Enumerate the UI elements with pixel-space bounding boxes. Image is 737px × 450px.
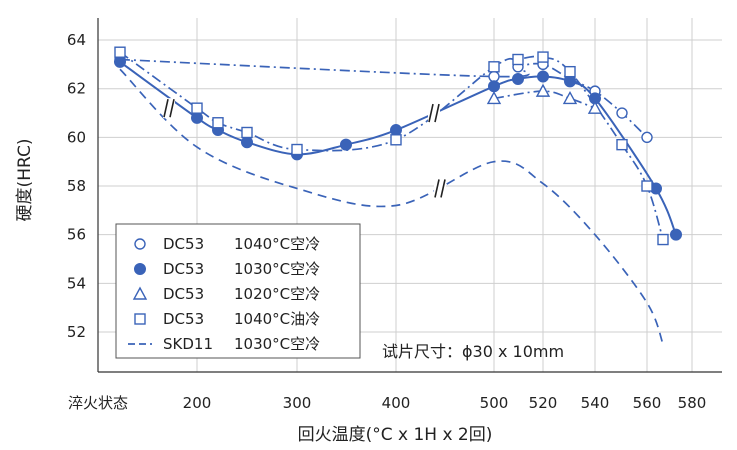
legend-condition: 1040°C油冷 — [234, 310, 320, 328]
legend-grade: DC53 — [163, 260, 204, 278]
data-point — [564, 65, 576, 78]
legend-condition: 1040°C空冷 — [234, 235, 320, 253]
y-tick-label: 52 — [67, 323, 86, 341]
x-tick-label: 540 — [581, 394, 610, 412]
data-point — [486, 90, 502, 105]
series-line — [493, 90, 596, 109]
legend-symbol — [134, 238, 146, 250]
axis-break-gap — [163, 98, 175, 119]
x-tick-label: 500 — [480, 394, 509, 412]
axis-break-gap — [434, 178, 446, 199]
data-point — [191, 111, 203, 124]
data-point — [537, 70, 549, 83]
tick-labels: 52 54 56 58 60 62 64 淬火状态 200 300 400 500 520 540 560 5… — [67, 31, 706, 412]
legend-symbol — [134, 263, 146, 275]
data-point — [191, 102, 203, 114]
y-tick-label: 54 — [67, 274, 86, 292]
series-line — [119, 68, 664, 345]
legend-grade: SKD11 — [163, 335, 213, 353]
axis-break-gap — [428, 103, 440, 124]
axes — [97, 18, 722, 373]
legend-condition: 1020°C空冷 — [234, 285, 320, 303]
series-line — [119, 51, 664, 240]
y-tick-label: 56 — [67, 226, 86, 244]
data-point — [562, 90, 578, 105]
data-point — [641, 131, 653, 144]
specimen-size-annotation: 试片尺寸：ϕ30 x 10mm — [382, 342, 564, 361]
x-tick-label: 淬火状态 — [68, 394, 128, 412]
axis-break-mark — [428, 103, 440, 124]
series-line — [119, 58, 648, 138]
axis-break-mark — [163, 98, 175, 119]
axis-break-slash — [163, 98, 169, 118]
legend-symbol — [132, 286, 148, 300]
legend-grade: DC53 — [163, 235, 204, 253]
data-point — [390, 124, 402, 137]
data-point — [657, 233, 669, 246]
y-tick-label: 62 — [67, 80, 86, 98]
data-point — [291, 143, 303, 156]
data-point — [564, 75, 576, 88]
data-point — [488, 70, 500, 83]
legend-condition: 1030°C空冷 — [234, 335, 320, 353]
x-tick-label: 520 — [529, 394, 558, 412]
x-tick-label: 580 — [678, 394, 707, 412]
axis-break-slash — [428, 103, 434, 123]
legend-grade: DC53 — [163, 310, 204, 328]
legend-box — [115, 223, 361, 359]
data-point — [616, 138, 628, 151]
y-axis-label: 硬度(HRC) — [15, 139, 35, 222]
data-point — [641, 180, 653, 192]
data-point — [390, 134, 402, 146]
x-axis-label: 回火温度(°C x 1H x 2回) — [298, 425, 493, 445]
data-point — [670, 228, 682, 241]
data-point — [212, 117, 224, 129]
x-tick-label: 400 — [382, 394, 411, 412]
data-point — [241, 126, 253, 139]
x-tick-label: 560 — [633, 394, 662, 412]
data-point — [340, 138, 352, 151]
data-point — [114, 46, 126, 58]
data-point — [587, 100, 603, 114]
legend-grade: DC53 — [163, 285, 204, 303]
data-point — [512, 72, 524, 85]
data-point — [535, 83, 551, 97]
axis-break-slash — [434, 103, 440, 123]
y-tick-label: 64 — [67, 31, 86, 49]
axis-break-mark — [434, 178, 446, 199]
series-markers — [114, 46, 682, 246]
data-point — [616, 107, 628, 119]
axis-break-slash — [434, 179, 440, 198]
data-point — [488, 80, 500, 93]
data-point — [512, 53, 524, 66]
data-point — [537, 51, 549, 63]
data-point — [114, 55, 126, 68]
legend: DC53 1040°C空冷 DC53 1030°C空冷 DC53 1020°C空冷 DC53… — [115, 223, 361, 359]
legend-symbol — [134, 313, 146, 325]
data-point — [488, 61, 500, 73]
legend-condition: 1030°C空冷 — [234, 260, 320, 278]
y-tick-label: 58 — [67, 177, 86, 195]
y-tick-label: 60 — [67, 128, 86, 146]
x-tick-label: 200 — [183, 394, 212, 412]
x-tick-label: 300 — [283, 394, 312, 412]
data-point — [241, 136, 253, 149]
axis-break-slash — [440, 179, 446, 198]
axis-break-slash — [169, 98, 175, 118]
